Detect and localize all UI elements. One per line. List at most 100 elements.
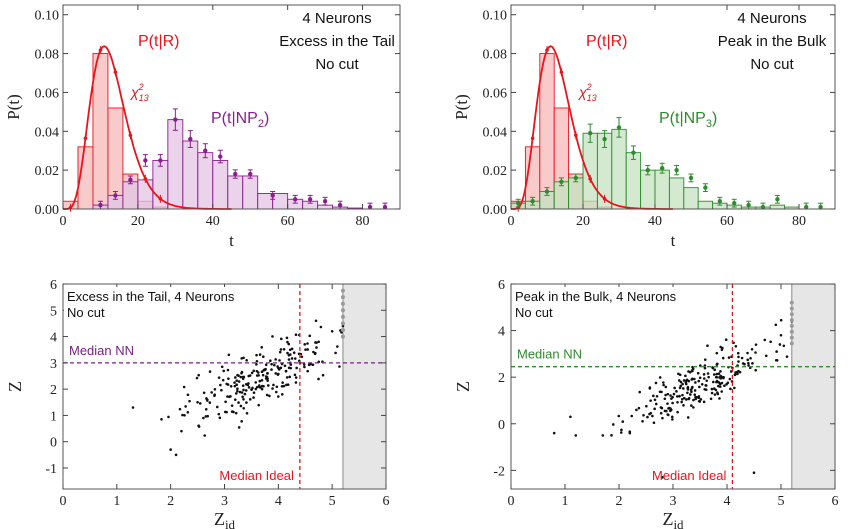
scatter-point xyxy=(705,379,709,383)
scatter-point xyxy=(252,369,256,373)
x-tick-label: 4 xyxy=(275,494,282,509)
scatter-point xyxy=(217,376,221,379)
scatter-point xyxy=(238,390,242,394)
scatter-point xyxy=(252,396,255,399)
histogram-panel-peak-bulk: 0 20 40 60 80 0.00 0.02 0.04 0.06 0.08 0.10 t P(t) 4 … xyxy=(452,4,836,250)
scatter-point xyxy=(160,417,163,421)
x-tick-label: 1 xyxy=(113,494,120,509)
y-axis-label: Z xyxy=(453,381,473,392)
scatter-point xyxy=(775,350,778,353)
scatter-point xyxy=(276,365,279,368)
scatter-point xyxy=(751,362,754,365)
x-tick-label: 60 xyxy=(281,214,295,229)
data-point xyxy=(128,177,133,183)
scatter-point xyxy=(241,375,245,379)
scatter-point xyxy=(715,351,719,355)
scatter-point xyxy=(315,341,318,344)
scatter-point xyxy=(338,365,341,368)
y-tick-label: 0.04 xyxy=(483,125,508,140)
histogram-bar xyxy=(92,53,109,210)
histogram-bar xyxy=(640,169,656,210)
scatter-point xyxy=(789,300,794,305)
scatter-point xyxy=(269,359,272,363)
scatter-point xyxy=(264,363,268,367)
y-tick-label: 4 xyxy=(498,325,505,340)
scatter-point xyxy=(302,363,306,366)
scatter-point xyxy=(635,408,638,412)
scatter-point xyxy=(681,382,684,386)
scatter-point xyxy=(285,336,289,340)
scatter-point xyxy=(178,407,182,411)
y-tick-label: 0.08 xyxy=(35,48,60,63)
scatter-point xyxy=(718,397,721,400)
scatter-point xyxy=(716,392,720,396)
scatter-point xyxy=(183,413,186,417)
data-point xyxy=(233,171,238,177)
scatter-point xyxy=(330,330,334,333)
legend-label-subscript: 3 xyxy=(706,118,712,130)
data-point xyxy=(775,197,780,202)
scatter-point xyxy=(789,341,794,346)
data-point xyxy=(173,117,178,122)
scatter-point xyxy=(271,335,274,338)
scatter-point xyxy=(274,358,277,361)
scatter-point xyxy=(736,351,740,355)
scatter-point xyxy=(666,402,669,405)
data-point xyxy=(516,200,521,206)
scatter-point xyxy=(311,363,315,367)
scatter-point xyxy=(317,340,320,344)
histogram-bar xyxy=(539,53,555,210)
scatter-point xyxy=(710,387,714,391)
scatter-point xyxy=(272,383,275,387)
data-point xyxy=(158,158,163,163)
x-axis-label-subscript: id xyxy=(225,517,236,529)
chi2-label-subscript: 13 xyxy=(587,93,597,103)
scatter-point xyxy=(662,381,665,384)
x-tick-label: 0 xyxy=(508,494,515,509)
scatter-point xyxy=(712,380,715,384)
scatter-point xyxy=(287,342,291,346)
scatter-point xyxy=(630,414,634,418)
chi2-label-superscript: 2 xyxy=(586,82,592,92)
scatter-point xyxy=(287,358,291,361)
scatter-point xyxy=(257,384,261,387)
scatter-point xyxy=(204,407,208,411)
scatter-point xyxy=(210,391,213,394)
scatter-point xyxy=(713,368,717,372)
x-tick-label: 80 xyxy=(792,214,806,229)
scatter-point xyxy=(257,374,260,377)
scatter-point xyxy=(687,379,691,383)
scatter-point xyxy=(702,377,706,380)
histogram-bar xyxy=(182,140,199,210)
panel-annotation: No cut xyxy=(315,56,359,73)
scatter-point xyxy=(288,353,292,356)
data-point xyxy=(98,202,103,208)
x-axis-label: t xyxy=(671,231,676,250)
scatter-point xyxy=(277,395,280,398)
legend-label-signal: P(t|R) xyxy=(138,33,179,50)
scatter-point xyxy=(706,344,709,347)
scatter-point xyxy=(237,426,241,429)
scatter-point xyxy=(694,381,697,384)
data-point xyxy=(818,204,823,210)
data-point xyxy=(717,199,722,204)
histogram-bar xyxy=(568,177,584,210)
scatter-point xyxy=(186,393,190,397)
panel-annotation: 4 Neurons xyxy=(737,10,806,27)
scatter-point xyxy=(717,372,721,376)
scatter-point xyxy=(654,402,658,406)
histogram-bar xyxy=(272,193,289,210)
median-ideal-label: Median Ideal xyxy=(652,468,727,483)
scatter-point xyxy=(340,308,345,313)
scatter-point xyxy=(699,398,703,401)
scatter-point xyxy=(722,376,725,380)
scatter-point xyxy=(255,385,259,389)
scatter-point xyxy=(671,401,674,405)
scatter-point xyxy=(663,409,667,413)
scatter-point xyxy=(236,389,239,393)
scatter-point xyxy=(319,325,323,329)
scatter-point xyxy=(727,356,731,359)
scatter-point xyxy=(651,414,654,418)
scatter-point xyxy=(740,356,744,360)
scatter-point xyxy=(725,382,728,386)
